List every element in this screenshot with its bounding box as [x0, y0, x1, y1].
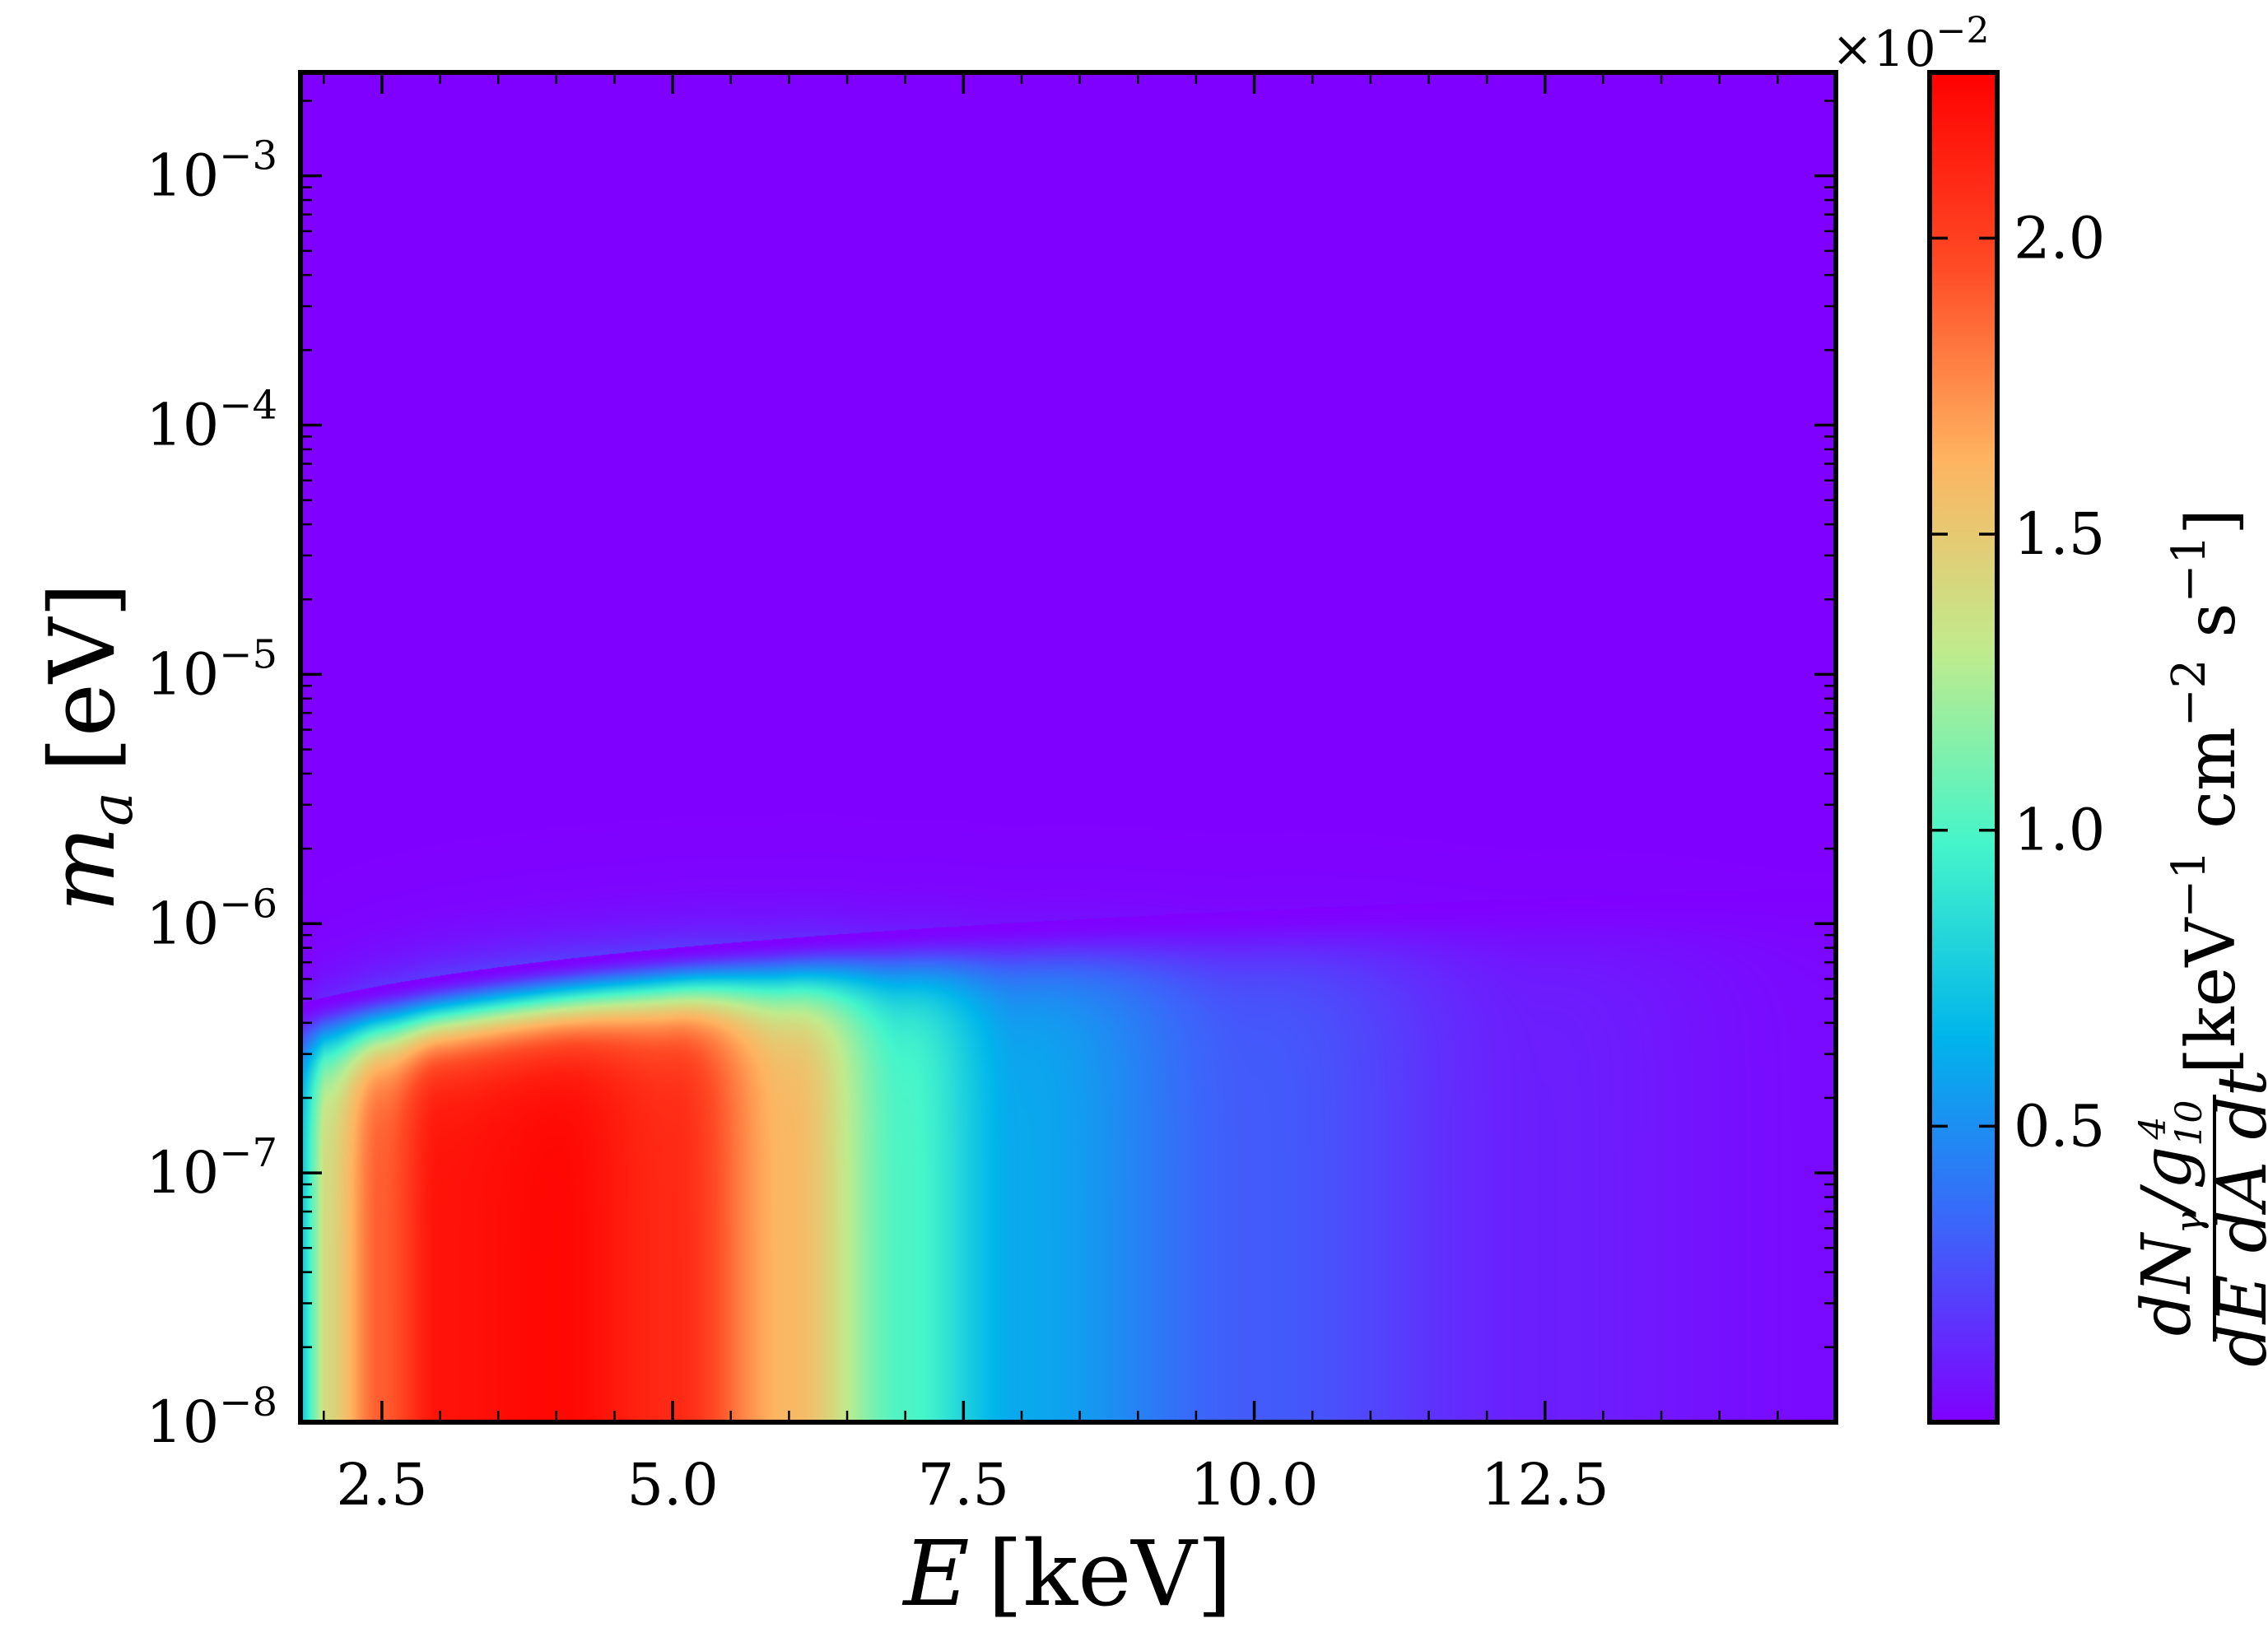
y-tick-label: 10−6 — [146, 881, 277, 957]
colorbar — [1927, 70, 2000, 1425]
x-axis-ticks: 2.5 5.0 7.5 10.0 12.5 — [323, 72, 1837, 1518]
y-axis-title: ma[eV] — [30, 583, 146, 912]
y-tick-label: 10−7 — [146, 1130, 277, 1207]
x-axis-title: E [keV] — [901, 1521, 1232, 1626]
y-tick-label: 10−4 — [146, 383, 277, 459]
svg-text:dNγ/g104: dNγ/g104 — [2128, 1100, 2210, 1337]
colorbar-tick-label: 1.5 — [2014, 500, 2105, 568]
x-tick-label: 2.5 — [336, 1451, 427, 1518]
colorbar-tick-label: 1.0 — [2014, 797, 2105, 864]
colorbar-label: dNγ/g104 dE dA dt [keV−1 cm−2 s−1] — [2128, 509, 2268, 1367]
y-tick-label: 10−5 — [146, 631, 277, 708]
svg-text:dE dA dt: dE dA dt — [2204, 1068, 2268, 1367]
y-tick-label: 10−3 — [146, 133, 277, 210]
colorbar-tick-label: 2.0 — [2014, 204, 2105, 272]
colorbar-multiplier: ×10−2 — [1832, 10, 1990, 78]
x-tick-label: 7.5 — [918, 1451, 1009, 1518]
y-axis-ticks: 10−8 10−7 10−6 10−5 10−4 10−3 — [146, 100, 1836, 1456]
x-tick-label: 5.0 — [626, 1451, 718, 1518]
plot-frame — [298, 70, 1838, 1425]
y-tick-label: 10−8 — [146, 1379, 277, 1456]
heatmap-image — [300, 72, 1836, 1422]
colorbar-ticks: 0.5 1.0 1.5 2.0 — [1930, 204, 2105, 1160]
x-tick-label: 10.0 — [1190, 1451, 1319, 1518]
x-tick-label: 12.5 — [1481, 1451, 1609, 1518]
svg-text:[keV−1 cm−2 s−1]: [keV−1 cm−2 s−1] — [2163, 509, 2251, 1074]
colorbar-tick-label: 0.5 — [2014, 1092, 2105, 1160]
